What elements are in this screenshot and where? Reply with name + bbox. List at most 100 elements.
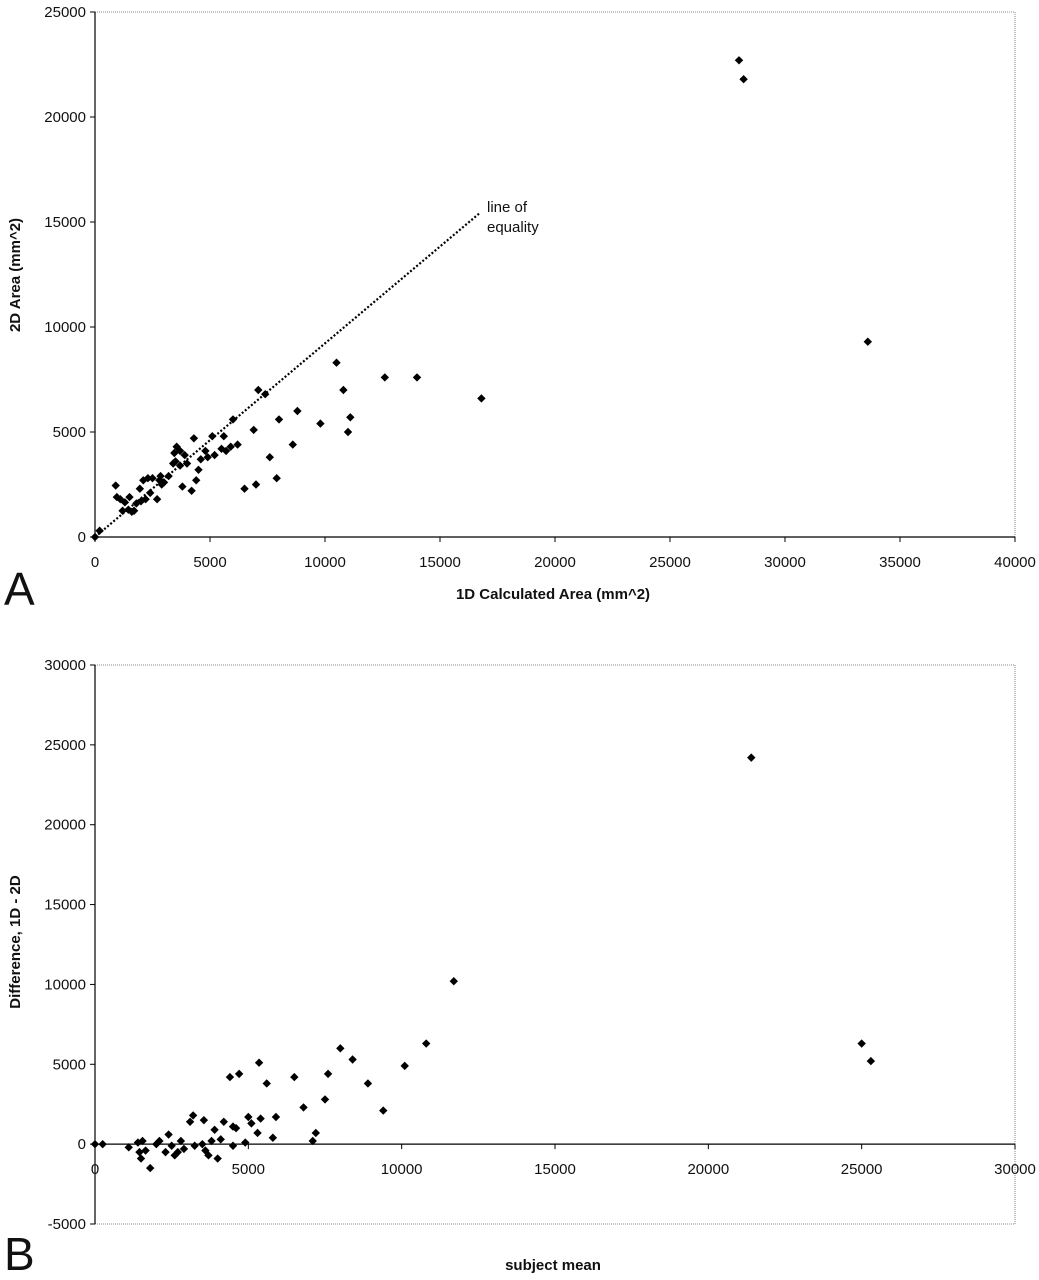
data-point — [346, 413, 355, 422]
data-point — [253, 1128, 262, 1138]
y-tick-label: 15000 — [44, 214, 86, 231]
data-point — [180, 450, 189, 460]
data-point — [194, 465, 203, 474]
x-tick-label: 0 — [91, 554, 99, 571]
data-point — [412, 373, 422, 382]
data-point — [244, 1112, 253, 1122]
data-point — [111, 481, 120, 490]
data-point — [208, 432, 217, 441]
data-point — [176, 1136, 186, 1146]
y-tick-label: 10000 — [44, 976, 86, 993]
data-point — [175, 446, 185, 456]
x-axis-title-b: subject mean — [505, 1257, 601, 1274]
data-point — [178, 482, 187, 491]
data-point — [210, 1125, 219, 1134]
data-point — [188, 1111, 198, 1120]
data-point — [256, 1114, 265, 1123]
data-point — [179, 1144, 189, 1154]
data-point — [339, 385, 348, 395]
data-point — [90, 1139, 100, 1149]
data-point — [380, 373, 389, 382]
data-point — [210, 450, 219, 460]
data-point — [261, 390, 270, 399]
y-tick-label: 0 — [78, 529, 86, 546]
data-point — [201, 1146, 210, 1155]
data-point — [308, 1136, 317, 1146]
data-point — [293, 406, 302, 416]
data-point — [299, 1103, 308, 1112]
y-axis-title-a: 2D Area (mm^2) — [7, 218, 24, 332]
data-point — [118, 506, 127, 515]
data-point — [219, 432, 228, 441]
data-point — [187, 486, 196, 495]
y-tick-label: 5000 — [53, 424, 86, 441]
data-point — [274, 415, 284, 424]
data-point — [290, 1072, 299, 1082]
data-point — [129, 506, 139, 515]
data-point — [189, 434, 199, 443]
annotation-line-2: equality — [487, 219, 539, 236]
data-point — [747, 753, 756, 762]
data-point — [422, 1039, 431, 1048]
data-point — [148, 474, 157, 483]
annotation-line-1: line of — [487, 199, 528, 216]
data-point — [125, 492, 134, 502]
data-point — [185, 1117, 195, 1126]
axes-b — [90, 664, 1016, 1225]
data-point — [155, 1136, 164, 1146]
panel-letter-a: A — [4, 563, 35, 615]
data-point — [857, 1039, 866, 1048]
data-point — [124, 1143, 133, 1152]
x-tick-label: 35000 — [879, 554, 921, 571]
data-point — [228, 415, 238, 424]
data-point — [234, 1069, 244, 1079]
y-tick-label: 25000 — [44, 737, 86, 754]
points-a — [90, 56, 872, 542]
points-b — [90, 753, 876, 1173]
data-point — [265, 453, 274, 462]
data-point — [379, 1106, 388, 1115]
data-point — [734, 56, 744, 65]
data-point — [90, 532, 100, 542]
panel-b-chart: -5000 0 5000 10000 15000 20000 25000 30000 0 5000… — [4, 657, 1036, 1280]
data-point — [201, 446, 210, 456]
data-point — [164, 1130, 173, 1139]
data-point — [143, 474, 153, 483]
data-point — [323, 1069, 333, 1079]
plot-area-a — [94, 11, 1016, 538]
data-point — [449, 977, 458, 986]
y-tick-label: 20000 — [44, 109, 86, 126]
data-point — [136, 1154, 146, 1163]
plot-area-b — [94, 664, 1016, 1225]
data-point — [739, 75, 748, 84]
data-point — [196, 455, 205, 464]
data-point — [241, 1138, 250, 1147]
data-point — [288, 440, 297, 449]
data-point — [146, 488, 155, 498]
x-tick-label: 30000 — [994, 1161, 1036, 1178]
data-point — [146, 1163, 155, 1173]
data-point — [225, 1072, 235, 1082]
data-point — [164, 471, 173, 481]
data-point — [156, 471, 165, 481]
data-point — [336, 1044, 345, 1053]
data-point — [231, 1123, 241, 1133]
data-point — [863, 337, 872, 346]
x-tick-label: 5000 — [193, 554, 226, 571]
y-tick-label: 20000 — [44, 817, 86, 834]
panel-a-chart: 0 5000 10000 15000 20000 25000 0 5000 10000 15000… — [4, 4, 1036, 615]
data-point — [207, 1136, 216, 1146]
x-tick-label: 25000 — [841, 1161, 883, 1178]
data-point — [221, 446, 231, 456]
data-point — [866, 1056, 876, 1066]
data-point — [135, 484, 145, 493]
data-point — [311, 1128, 320, 1138]
x-tick-label: 25000 — [649, 554, 691, 571]
y-tick-label: -5000 — [48, 1216, 86, 1233]
data-point — [219, 1117, 228, 1126]
data-point — [120, 498, 130, 507]
x-tick-label: 10000 — [381, 1161, 423, 1178]
data-point — [192, 476, 201, 485]
data-point — [152, 495, 162, 504]
